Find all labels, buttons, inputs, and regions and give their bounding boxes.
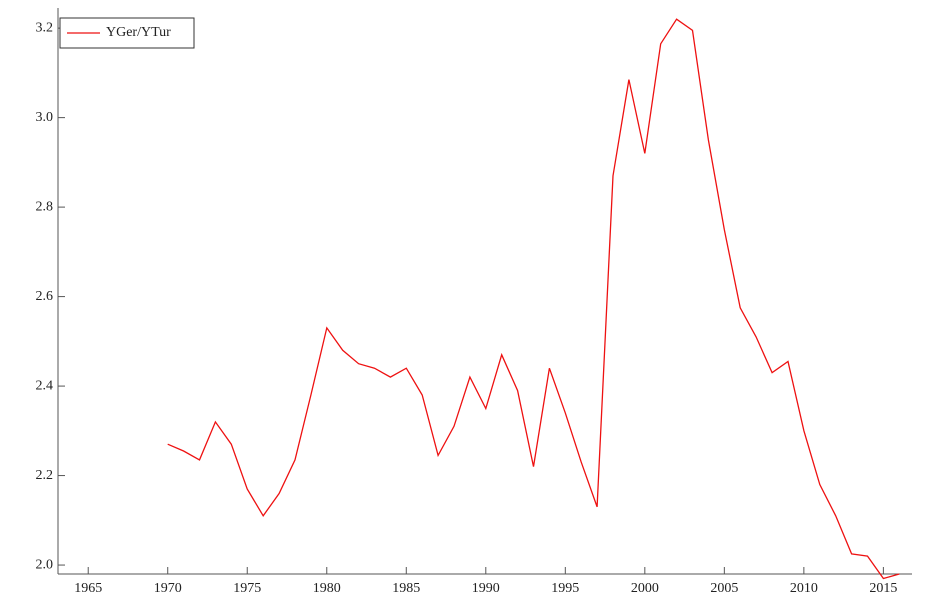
x-tick-label: 1970	[154, 581, 182, 596]
x-tick-label: 2015	[869, 581, 897, 596]
x-tick-label: 1990	[472, 581, 500, 596]
y-tick-label: 2.6	[36, 289, 54, 304]
y-tick-label: 2.0	[36, 557, 54, 572]
y-tick-label: 3.0	[36, 110, 54, 125]
y-tick-label: 2.8	[36, 199, 54, 214]
legend: YGer/YTur	[59, 17, 195, 49]
x-tick-label: 1995	[551, 581, 579, 596]
x-tick-label: 2005	[710, 581, 738, 596]
x-tick-label: 1980	[313, 581, 341, 596]
x-tick-label: 1985	[392, 581, 420, 596]
y-tick-label: 2.2	[36, 468, 54, 483]
y-tick-label: 3.2	[36, 20, 54, 35]
data-line	[167, 18, 900, 580]
x-tick-label: 2000	[631, 581, 659, 596]
x-tick-label: 1965	[74, 581, 102, 596]
x-tick-label: 1975	[233, 581, 261, 596]
legend-label: YGer/YTur	[106, 25, 171, 40]
y-tick-label: 2.4	[36, 378, 54, 393]
x-tick-label: 2010	[790, 581, 818, 596]
